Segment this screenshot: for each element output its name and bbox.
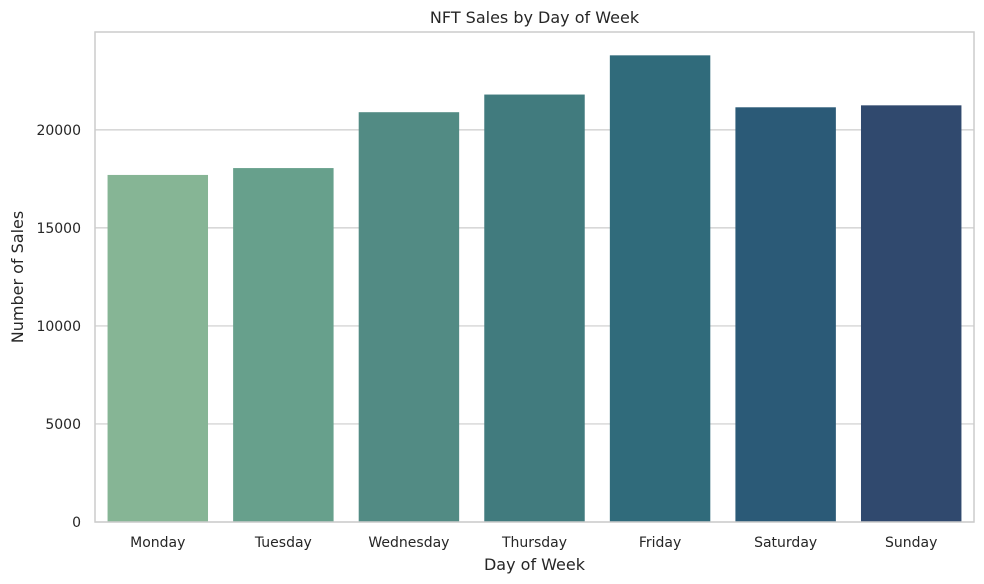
x-tick-label: Thursday [501, 535, 567, 551]
y-axis-label: Number of Sales [8, 211, 27, 343]
bar-sunday [860, 105, 962, 522]
bar-wednesday [358, 112, 460, 522]
bars [107, 55, 962, 523]
x-tick-label: Saturday [754, 535, 817, 551]
y-tick-label: 15000 [36, 221, 81, 237]
x-axis-label: Day of Week [484, 555, 586, 574]
x-tick-label: Sunday [885, 535, 937, 551]
x-tick-label: Monday [130, 535, 185, 551]
y-tick-label: 20000 [36, 123, 81, 139]
x-tick-label: Friday [639, 535, 681, 551]
y-tick-label: 10000 [36, 319, 81, 335]
bar-saturday [735, 107, 836, 522]
bar-friday [609, 55, 711, 522]
plot-frame [94, 31, 975, 523]
y-tick-label: 0 [72, 515, 81, 531]
y-tick-labels: 0 5000 10000 15000 20000 [36, 123, 81, 531]
chart-title: NFT Sales by Day of Week [430, 8, 640, 27]
bar-thursday [484, 94, 585, 523]
bar-monday [107, 174, 209, 523]
x-tick-label: Wednesday [368, 535, 449, 551]
bar-tuesday [233, 168, 334, 522]
x-tick-labels: Monday Tuesday Wednesday Thursday Friday Satu… [130, 535, 937, 551]
x-tick-label: Tuesday [254, 535, 312, 551]
y-tick-label: 5000 [45, 417, 81, 433]
